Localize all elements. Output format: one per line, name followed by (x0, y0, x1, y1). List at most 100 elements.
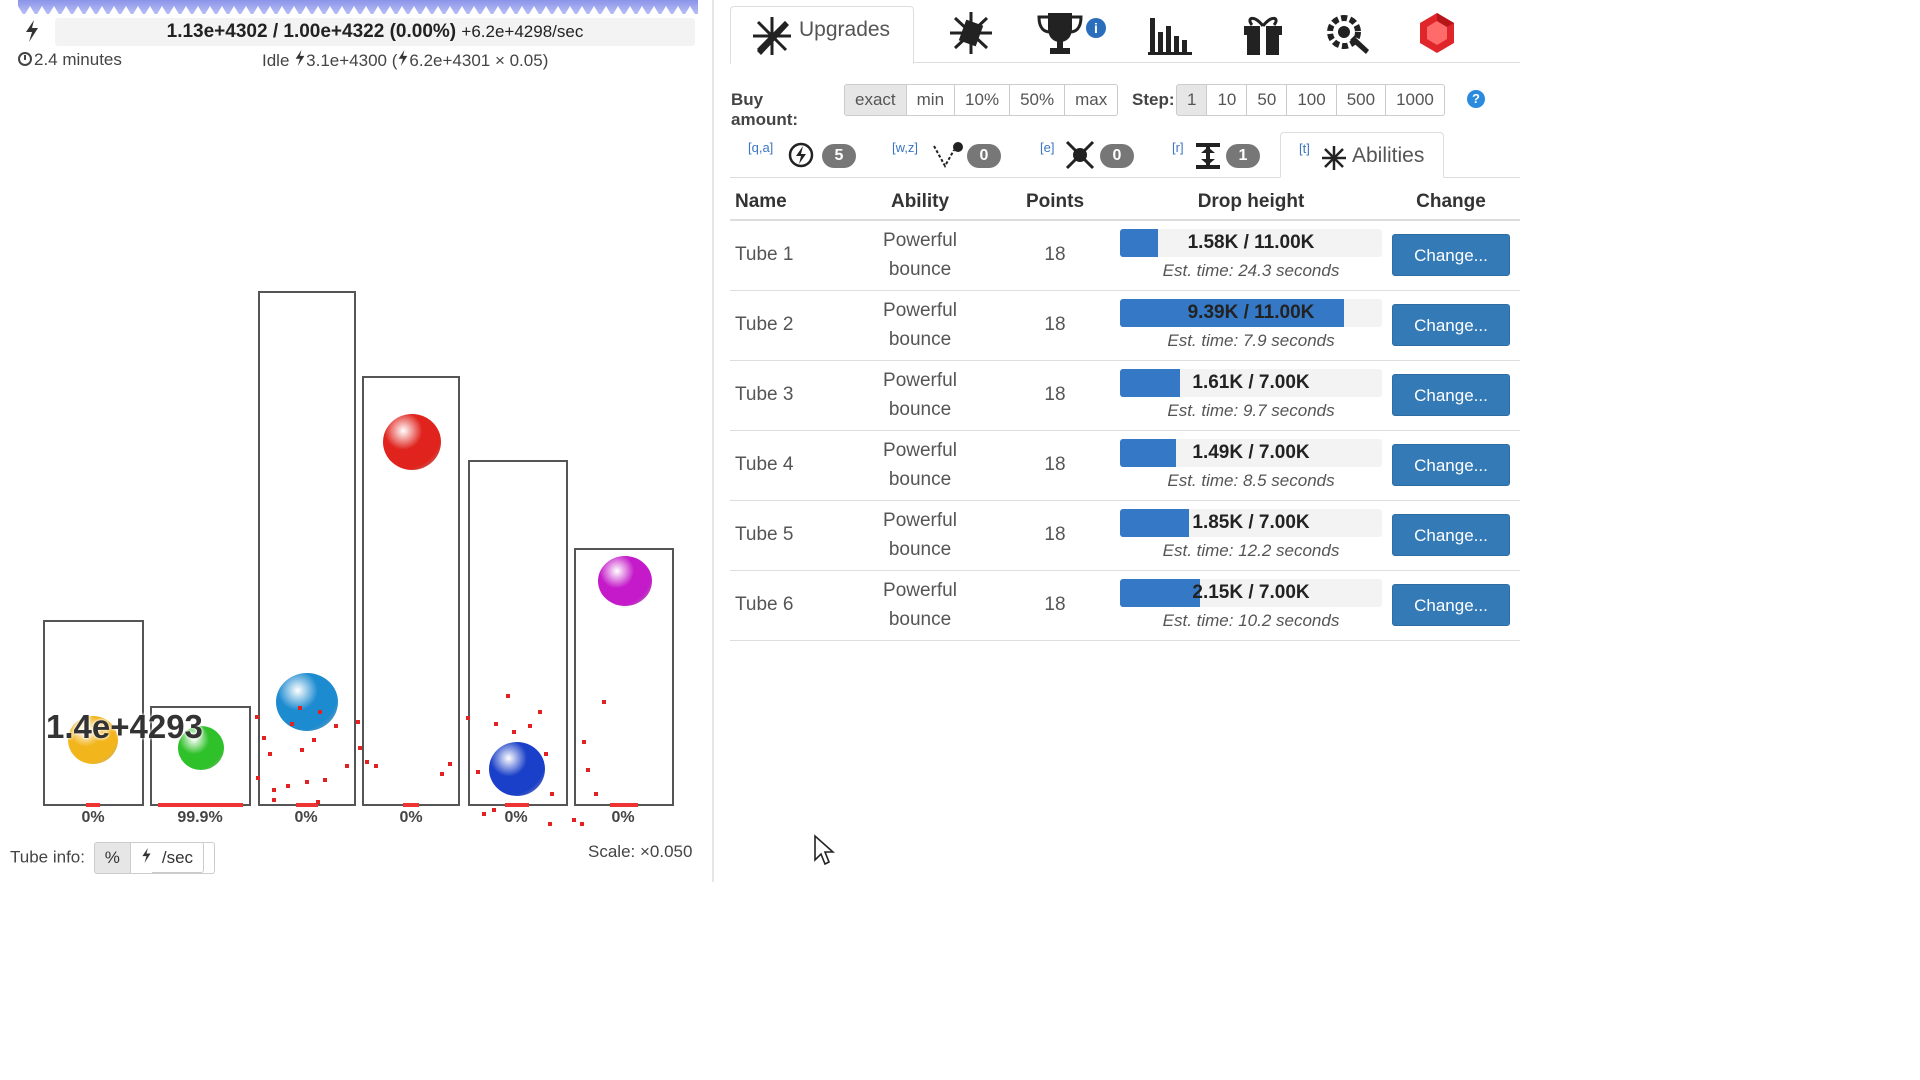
subtab-collide[interactable]: [e] 0 (1040, 132, 1140, 178)
ability-cell: Powerful bounce (850, 360, 990, 431)
drop-height-value: 1.61K / 7.00K (1192, 372, 1310, 393)
buy-50pct-button[interactable]: 50% (1010, 84, 1066, 116)
settings-icon (1327, 15, 1369, 54)
particle (268, 752, 272, 756)
step-500-button[interactable]: 500 (1336, 84, 1387, 116)
particle (334, 724, 338, 728)
subtab-height-key: [r] (1172, 140, 1184, 155)
subtab-power-count: 5 (822, 144, 856, 168)
subtab-power[interactable]: [q,a] 5 (748, 132, 858, 178)
buy-10pct-button[interactable]: 10% (955, 84, 1011, 116)
subtab-abilities-label: Abilities (1352, 144, 1425, 167)
gem-icon (1420, 13, 1454, 53)
drop-height-progress: 2.15K / 7.00K (1120, 579, 1382, 607)
change-button[interactable]: Change... (1392, 374, 1510, 416)
tube-info-rate-label: /sec (151, 842, 205, 873)
tube-info-rate-button[interactable]: /sec (130, 842, 216, 874)
drop-height-progress-fill (1120, 579, 1201, 607)
estimated-time: Est. time: 10.2 seconds (1162, 611, 1340, 630)
particle (466, 716, 470, 720)
drop-height-progress-fill (1120, 509, 1190, 537)
tube-4[interactable] (362, 376, 460, 806)
particle (256, 776, 260, 780)
drop-height-progress: 1.85K / 7.00K (1120, 509, 1382, 537)
change-cell: Change... (1382, 360, 1520, 431)
ball-green (178, 726, 224, 770)
drop-height-value: 1.49K / 7.00K (1192, 442, 1310, 463)
particle (318, 710, 322, 714)
header-change: Change (1382, 184, 1520, 221)
estimated-time: Est. time: 9.7 seconds (1167, 401, 1335, 420)
vortex-icon (950, 12, 992, 54)
step-50-button[interactable]: 50 (1247, 84, 1288, 116)
trophy-icon (1037, 13, 1083, 54)
drop-height-cell: 9.39K / 11.00K Est. time: 7.9 seconds (1120, 290, 1382, 361)
ability-name-line2: bounce (888, 469, 952, 490)
ability-name-line2: bounce (888, 539, 952, 560)
subtab-abilities[interactable]: [t] Abilities (1280, 132, 1444, 178)
buy-max-button[interactable]: max (1065, 84, 1119, 116)
change-button[interactable]: Change... (1392, 514, 1510, 556)
drop-height-progress-fill (1120, 299, 1344, 327)
ability-name-line2: bounce (888, 259, 952, 281)
tube-4-floor (403, 803, 419, 807)
buy-exact-button[interactable]: exact (844, 84, 907, 116)
particle (305, 780, 309, 784)
tube-info-percent-button[interactable]: % (93, 842, 131, 874)
buy-min-button[interactable]: min (906, 84, 956, 116)
drop-height-cell: 1.58K / 11.00K Est. time: 24.3 seconds (1120, 220, 1382, 291)
elapsed-time-text: 2.4 minutes (34, 50, 122, 69)
ability-name-line1: Powerful (883, 580, 957, 601)
energy-rate: +6.2e+4298/sec (461, 22, 584, 41)
drop-height-value: 2.15K / 7.00K (1192, 582, 1310, 603)
table-row: Tube 2 Powerful bounce 18 9.39K / 11.00K… (730, 290, 1520, 361)
points-value: 18 (990, 500, 1120, 571)
ability-name-line2: bounce (888, 609, 952, 630)
particle (316, 800, 320, 804)
change-button[interactable]: Change... (1392, 444, 1510, 486)
step-10-button[interactable]: 10 (1207, 84, 1248, 116)
particle (548, 822, 552, 826)
abilities-icon (1322, 146, 1346, 170)
tab-vortex[interactable] (934, 6, 1004, 64)
particle (290, 722, 294, 726)
particle (448, 762, 452, 766)
drop-height-cell: 1.85K / 7.00K Est. time: 12.2 seconds (1120, 500, 1382, 571)
help-icon[interactable]: ? (1467, 90, 1485, 108)
particle (286, 784, 290, 788)
particle (494, 722, 498, 726)
header-ability: Ability (850, 184, 990, 221)
particle (580, 822, 584, 826)
tube-1-pct: 0% (81, 809, 105, 826)
tab-statistics[interactable] (1134, 6, 1204, 64)
drop-height-value: 9.39K / 11.00K (1187, 302, 1315, 323)
stats-icon (1148, 18, 1192, 55)
subtab-height[interactable]: [r] 1 (1172, 132, 1262, 178)
change-button[interactable]: Change... (1392, 234, 1510, 277)
step-1000-button[interactable]: 1000 (1386, 84, 1445, 116)
change-button[interactable]: Change... (1392, 584, 1510, 626)
estimated-time: Est. time: 8.5 seconds (1167, 471, 1335, 490)
table-row: Tube 1 Powerful bounce 18 1.58K / 11.00K… (730, 220, 1520, 291)
particle (374, 764, 378, 768)
particle (544, 752, 548, 756)
tab-gems[interactable] (1406, 6, 1466, 64)
tab-achievements[interactable]: i (1020, 6, 1110, 64)
ability-cell: Powerful bounce (850, 500, 990, 571)
tab-upgrades[interactable]: Upgrades (730, 6, 914, 64)
particle (506, 694, 510, 698)
game-window: 1.13e+4302 / 1.00e+4322 (0.00%) +6.2e+42… (10, 0, 1520, 882)
step-1-button[interactable]: 1 (1176, 84, 1208, 116)
ability-cell: Powerful bounce (850, 570, 990, 641)
subtab-bounce[interactable]: [w,z] 0 (892, 132, 1007, 178)
tab-gifts[interactable] (1228, 6, 1298, 64)
change-button[interactable]: Change... (1392, 304, 1510, 346)
step-100-button[interactable]: 100 (1287, 84, 1337, 116)
lightning-icon (399, 50, 408, 66)
drop-height-progress: 9.39K / 11.00K (1120, 299, 1382, 327)
tab-settings[interactable] (1310, 6, 1380, 64)
particle (365, 760, 369, 764)
subtab-bounce-count: 0 (967, 144, 1001, 168)
tube-1[interactable] (43, 620, 144, 806)
ability-cell: Powerful bounce (850, 220, 990, 291)
